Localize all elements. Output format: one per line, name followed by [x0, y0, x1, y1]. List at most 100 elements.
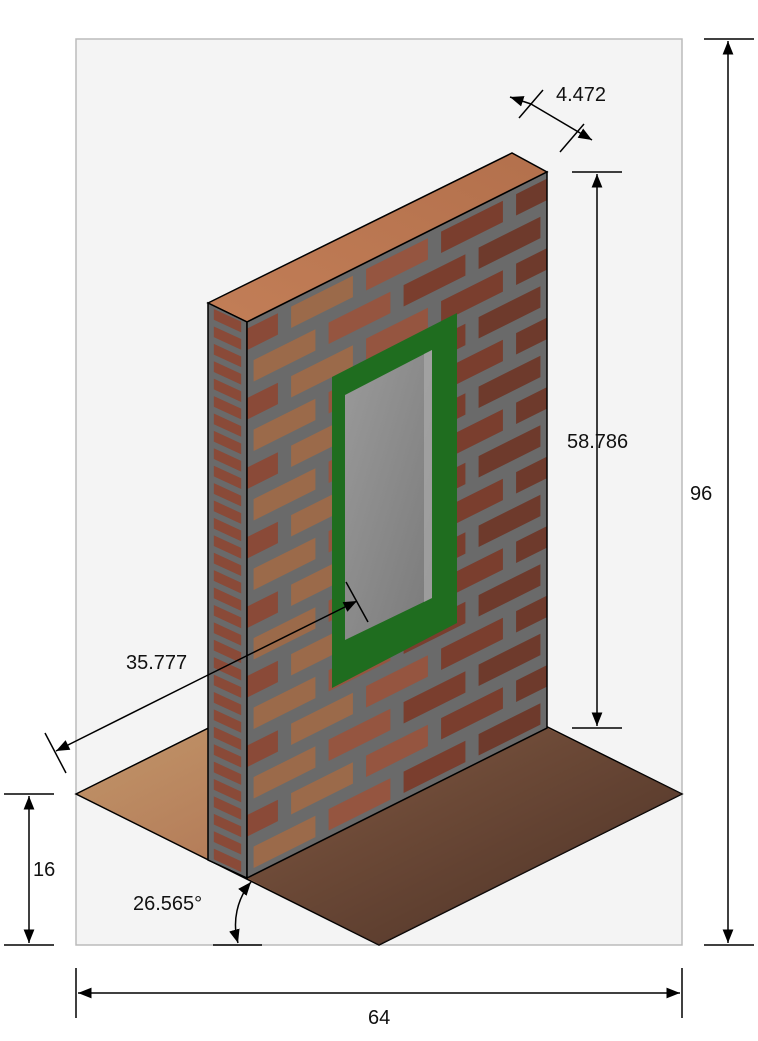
- side-brick: [213, 657, 242, 681]
- brick: [253, 468, 316, 521]
- brick: [478, 564, 541, 617]
- brick: [516, 510, 547, 564]
- side-brick: [213, 761, 242, 785]
- brick: [478, 633, 541, 687]
- total-height-label: 96: [690, 483, 712, 505]
- brick: [253, 537, 316, 591]
- brick: [247, 452, 278, 505]
- brick: [441, 687, 503, 740]
- dimension-thickness: 4.472: [509, 84, 606, 153]
- side-brick: [213, 465, 242, 490]
- brick: [366, 238, 428, 291]
- brick: [247, 660, 278, 714]
- brick: [516, 649, 547, 703]
- side-brick: [213, 622, 242, 646]
- dimension-wall-height: 58.786: [567, 171, 628, 729]
- brick: [328, 291, 391, 345]
- window-glass: [345, 350, 432, 640]
- side-brick: [213, 831, 242, 855]
- brick: [247, 799, 278, 853]
- dimension-wall-length: 35.777: [44, 581, 369, 774]
- side-brick: [213, 535, 242, 559]
- side-brick: [213, 500, 242, 524]
- side-brick: [213, 378, 242, 402]
- side-brick: [213, 552, 242, 577]
- brick: [366, 655, 428, 708]
- side-brick: [213, 361, 242, 385]
- brick: [516, 302, 547, 355]
- side-brick: [213, 674, 242, 698]
- brick: [253, 676, 316, 730]
- wall-height-label: 58.786: [567, 431, 628, 453]
- brick: [291, 762, 353, 815]
- brick: [366, 724, 428, 778]
- dimension-total-height: 96: [690, 38, 754, 946]
- thickness-label: 4.472: [556, 84, 606, 106]
- dimension-angle: 26.565°: [133, 881, 262, 946]
- brick: [291, 692, 353, 746]
- brick: [516, 580, 547, 633]
- brick: [403, 254, 466, 307]
- brick: [516, 441, 547, 494]
- brick: [253, 607, 316, 660]
- side-brick: [213, 744, 242, 768]
- brick: [247, 313, 278, 366]
- dimension-total-width: 64: [75, 968, 683, 1029]
- brick: [441, 270, 503, 323]
- brick: [328, 708, 391, 762]
- side-brick: [213, 587, 242, 611]
- wall-side: [208, 303, 247, 878]
- side-brick: [213, 448, 242, 472]
- side-brick: [213, 483, 242, 507]
- brick: [478, 703, 541, 756]
- side-brick: [213, 517, 242, 542]
- side-brick: [213, 639, 242, 664]
- side-brick: [213, 413, 242, 437]
- side-brick: [213, 309, 242, 333]
- angle-label: 26.565°: [133, 893, 202, 915]
- brick: [328, 778, 391, 831]
- brick: [478, 286, 541, 339]
- side-brick: [213, 848, 242, 872]
- side-brick: [213, 779, 242, 803]
- brick: [516, 232, 547, 286]
- brick: [478, 216, 541, 270]
- side-brick: [213, 691, 242, 716]
- brick: [291, 275, 353, 329]
- side-brick: [213, 709, 242, 733]
- brick: [516, 172, 547, 216]
- side-brick: [213, 796, 242, 820]
- side-brick: [213, 396, 242, 420]
- side-brick: [213, 343, 242, 368]
- brick: [247, 382, 278, 436]
- total-width-label: 64: [368, 1007, 390, 1029]
- brick: [253, 746, 316, 799]
- brick: [253, 815, 316, 869]
- brick: [441, 200, 503, 254]
- side-brick: [213, 430, 242, 455]
- brick: [403, 671, 466, 724]
- wall-length-label: 35.777: [126, 652, 187, 674]
- brick: [253, 329, 316, 382]
- dimension-base-offset: 16: [4, 793, 55, 946]
- brick: [516, 371, 547, 425]
- side-brick: [213, 813, 242, 838]
- side-brick: [213, 570, 242, 594]
- side-brick: [213, 726, 242, 751]
- brick: [247, 521, 278, 575]
- window: [332, 313, 457, 688]
- brick: [478, 355, 541, 409]
- base-offset-label: 16: [33, 859, 55, 881]
- brick: [247, 591, 278, 644]
- side-brick: [213, 604, 242, 629]
- brick: [247, 730, 278, 783]
- brick: [291, 345, 353, 398]
- brick: [366, 307, 428, 361]
- side-brick: [213, 326, 242, 350]
- brick: [403, 740, 466, 794]
- brick: [478, 425, 541, 478]
- brick: [441, 617, 503, 671]
- brick: [478, 494, 541, 548]
- brick: [253, 398, 316, 452]
